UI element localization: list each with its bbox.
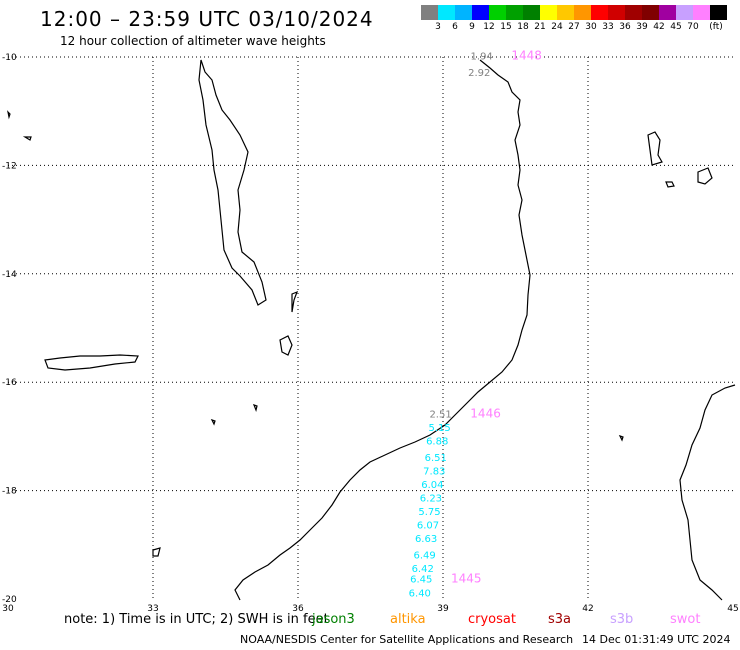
coastline-segment <box>210 418 216 426</box>
swh-value: 6.88 <box>426 437 448 448</box>
legend-swatch <box>557 5 574 20</box>
wave-height-color-legend <box>421 5 727 20</box>
lon-tick-label: 30 <box>2 604 14 614</box>
legend-label: 3 <box>435 22 441 32</box>
legend-swatch <box>591 5 608 20</box>
lon-tick-label: 42 <box>582 604 593 614</box>
legend-swatch <box>489 5 506 20</box>
legend-label: 21 <box>534 22 546 32</box>
swh-value: 7.83 <box>423 466 445 477</box>
swh-value: 6.49 <box>414 550 436 561</box>
altimeter-tracks: 1.94 2.92 1448 2.51 5.15 6.88 6.51 7.83 6.04 6.23… <box>409 49 542 600</box>
lat-tick-label: -12 <box>2 161 17 171</box>
lon-tick-label: 36 <box>292 604 304 614</box>
lat-tick-label: -18 <box>2 487 17 497</box>
legend-label: 30 <box>585 22 597 32</box>
coastline <box>7 59 736 601</box>
swh-value: 6.40 <box>409 588 431 599</box>
coastline-segment <box>234 59 531 601</box>
credit-line: NOAA/NESDIS Center for Satellite Applica… <box>240 633 574 646</box>
coastline-segment <box>152 547 161 557</box>
lon-tick-label: 39 <box>437 604 449 614</box>
legend-label: 36 <box>619 22 631 32</box>
legend-label: 39 <box>636 22 648 32</box>
lat-tick-label: -14 <box>2 270 17 280</box>
chart-title: 12:00 – 23:59 UTC 03/10/2024 <box>40 7 374 31</box>
lat-tick-label: -10 <box>2 53 17 63</box>
satellite-label-swot: swot <box>670 612 701 627</box>
legend-swatch <box>608 5 625 20</box>
legend-swatch <box>659 5 676 20</box>
coastline-segment <box>679 384 736 601</box>
satellite-label-s3a: s3a <box>548 612 572 627</box>
legend-label: 33 <box>602 22 614 32</box>
graticule <box>8 56 733 599</box>
legend-swatch <box>438 5 455 20</box>
legend-label: 18 <box>517 22 529 32</box>
legend-swatch <box>574 5 591 20</box>
legend-swatch <box>625 5 642 20</box>
track-time-label: 1446 <box>470 406 501 420</box>
legend-swatch <box>676 5 693 20</box>
legend-swatch <box>506 5 523 20</box>
swh-value: 6.23 <box>420 493 442 504</box>
footer-note: note: 1) Time is in UTC; 2) SWH is in fe… <box>64 612 329 627</box>
lon-tick-label: 33 <box>147 604 158 614</box>
legend-label: 15 <box>500 22 512 32</box>
coastline-segment <box>198 59 267 306</box>
legend-swatch <box>472 5 489 20</box>
legend-swatch <box>642 5 659 20</box>
satellite-label-jason3: jason3 <box>312 612 355 627</box>
swh-value: 6.07 <box>417 521 439 532</box>
legend-swatch <box>455 5 472 20</box>
legend-swatch <box>523 5 540 20</box>
legend-label: 45 <box>670 22 682 32</box>
legend-label: 27 <box>568 22 580 32</box>
satellite-label-s3b: s3b <box>610 612 634 627</box>
legend-label: 12 <box>483 22 495 32</box>
coastline-segment <box>44 354 139 371</box>
legend-swatch <box>540 5 557 20</box>
satellite-label-cryosat: cryosat <box>468 612 516 627</box>
legend-label: 24 <box>551 22 563 32</box>
swh-value: 6.45 <box>410 575 432 586</box>
swh-value: 2.92 <box>468 68 490 79</box>
coastline-segment <box>22 136 32 141</box>
coastline-segment <box>697 167 713 185</box>
coastline-segment <box>279 335 293 356</box>
swh-value: 5.75 <box>418 507 440 518</box>
legend-label: 9 <box>469 22 475 32</box>
track-time-label: 1448 <box>511 49 542 63</box>
legend-swatch <box>693 5 710 20</box>
legend-labels: 3 6 9 12 15 18 21 24 27 30 33 36 39 42 45 70 (ft) <box>421 22 740 36</box>
legend-label: 70 <box>687 22 699 32</box>
lon-tick-label: 45 <box>727 604 738 614</box>
legend-label: 6 <box>452 22 458 32</box>
satellite-label-altika: altika <box>390 612 426 627</box>
axis-labels: 30 33 36 39 42 45 -10 -12 -14 -16 -18 -20 <box>2 53 739 614</box>
coastline-segment <box>7 110 11 120</box>
coastline-segment <box>252 404 258 412</box>
swh-value: 6.63 <box>415 534 437 545</box>
swh-value: 1.94 <box>471 52 493 63</box>
track-time-label: 1445 <box>451 572 482 586</box>
swh-value: 6.51 <box>425 453 447 464</box>
swh-value: 5.15 <box>428 423 450 434</box>
coastline-segment <box>618 434 624 442</box>
legend-swatch <box>421 5 438 20</box>
swh-value: 6.04 <box>421 480 443 491</box>
swh-value: 6.42 <box>412 564 434 575</box>
legend-label: (ft) <box>709 22 723 32</box>
chart-subtitle: 12 hour collection of altimeter wave hei… <box>60 34 326 48</box>
coastline-segment <box>647 131 663 166</box>
lat-tick-label: -16 <box>2 378 17 388</box>
lat-tick-label: -20 <box>2 595 17 605</box>
coastline-segment <box>291 290 299 313</box>
coastline-segment <box>665 181 675 188</box>
swh-value: 2.51 <box>429 409 451 420</box>
legend-swatch <box>710 5 727 20</box>
generation-timestamp: 14 Dec 01:31:49 UTC 2024 <box>582 633 731 646</box>
legend-label: 42 <box>653 22 665 32</box>
